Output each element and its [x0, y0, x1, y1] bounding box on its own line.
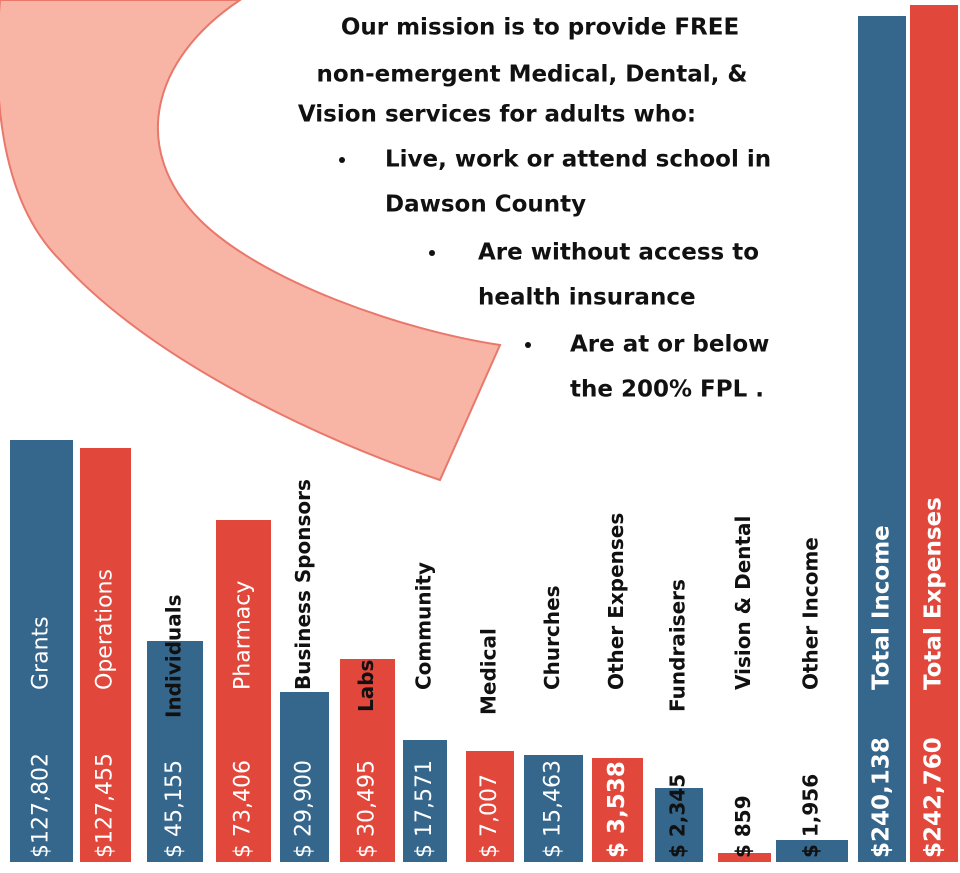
item-amount: $127,455	[93, 753, 118, 858]
item-amount: $ 7,007	[477, 774, 502, 858]
bullet-text: Are without access to	[478, 240, 759, 266]
bullet	[525, 342, 531, 348]
bullet-text: the 200% FPL .	[570, 377, 764, 403]
item-name: Medical	[477, 628, 501, 715]
item-amount: $242,760	[921, 737, 947, 858]
item-name: Individuals	[162, 594, 186, 718]
item-name: Other Income	[799, 537, 823, 690]
bullet-text: health insurance	[478, 285, 696, 311]
item-name: Fundraisers	[666, 579, 690, 712]
item-amount: $ 2,345	[666, 774, 690, 858]
item-name: Business Sponsors	[291, 479, 315, 690]
item-amount: $ 45,155	[162, 760, 187, 858]
item-name: Vision & Dental	[731, 516, 755, 690]
bullet	[429, 250, 435, 256]
item-name: Churches	[540, 585, 564, 690]
mission-line: Our mission is to provide FREE	[341, 15, 739, 41]
bullet-text: Dawson County	[385, 192, 586, 218]
item-amount: $127,802	[29, 753, 54, 858]
bullet	[339, 157, 345, 163]
item-amount: $ 15,463	[541, 760, 566, 858]
mission-line: non-emergent Medical, Dental, &	[317, 62, 748, 88]
item-amount: $ 3,538	[604, 761, 630, 858]
item-name: Pharmacy	[231, 581, 256, 690]
infographic: Our mission is to provide FREE non-emerge…	[0, 0, 960, 873]
bullet-text: Live, work or attend school in	[385, 147, 771, 173]
item-amount: $ 30,495	[355, 760, 380, 858]
item-name: Labs	[354, 660, 378, 712]
bullet-text: Are at or below	[570, 332, 769, 358]
item-amount: $ 859	[731, 795, 755, 858]
item-name: Total Income	[869, 525, 895, 690]
item-amount: $ 73,406	[231, 760, 256, 858]
item-name: Grants	[29, 616, 54, 690]
bar	[858, 16, 906, 862]
item-name: Total Expenses	[921, 497, 947, 690]
item-amount: $ 17,571	[412, 760, 437, 858]
item-name: Community	[412, 562, 436, 690]
mission-line: Vision services for adults who:	[298, 102, 696, 128]
item-name: Operations	[93, 569, 118, 690]
bar	[910, 5, 958, 862]
item-amount: $ 1,956	[799, 774, 823, 858]
item-amount: $240,138	[869, 737, 895, 858]
item-name: Other Expenses	[604, 513, 628, 690]
item-amount: $ 29,900	[292, 760, 317, 858]
